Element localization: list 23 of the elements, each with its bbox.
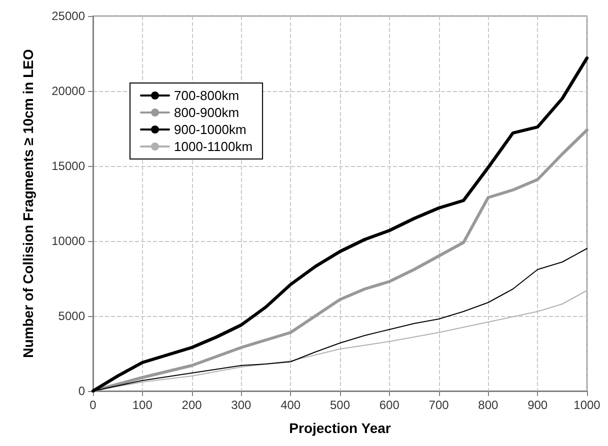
x-tick-label: 400	[280, 398, 301, 412]
y-tick-label: 5000	[58, 309, 86, 323]
x-tick-label: 300	[231, 398, 252, 412]
x-tick-label: 100	[132, 398, 153, 412]
x-axis-title: Projection Year	[289, 420, 392, 436]
x-tick-label: 500	[330, 398, 350, 412]
x-tick-label: 800	[478, 398, 499, 412]
x-tick-label: 1000	[574, 398, 601, 412]
y-tick-label: 0	[78, 384, 86, 398]
x-tick-label: 0	[90, 398, 97, 412]
y-tick-label: 25000	[52, 9, 86, 23]
x-tick-label: 200	[182, 398, 202, 412]
y-tick-label: 15000	[52, 159, 86, 173]
x-tick-label: 900	[528, 398, 548, 412]
legend-label: 900-1000km	[174, 122, 246, 137]
x-tick-label: 600	[379, 398, 400, 412]
legend-label: 1000-1100km	[174, 139, 253, 154]
legend-label: 700-800km	[174, 88, 240, 103]
y-axis-title: Number of Collision Fragments ≥ 10cm in LEO	[20, 49, 36, 358]
y-tick-label: 10000	[52, 234, 86, 248]
legend-label: 800-900km	[174, 105, 240, 120]
x-tick-label: 700	[428, 398, 450, 412]
y-tick-label: 20000	[52, 84, 86, 98]
